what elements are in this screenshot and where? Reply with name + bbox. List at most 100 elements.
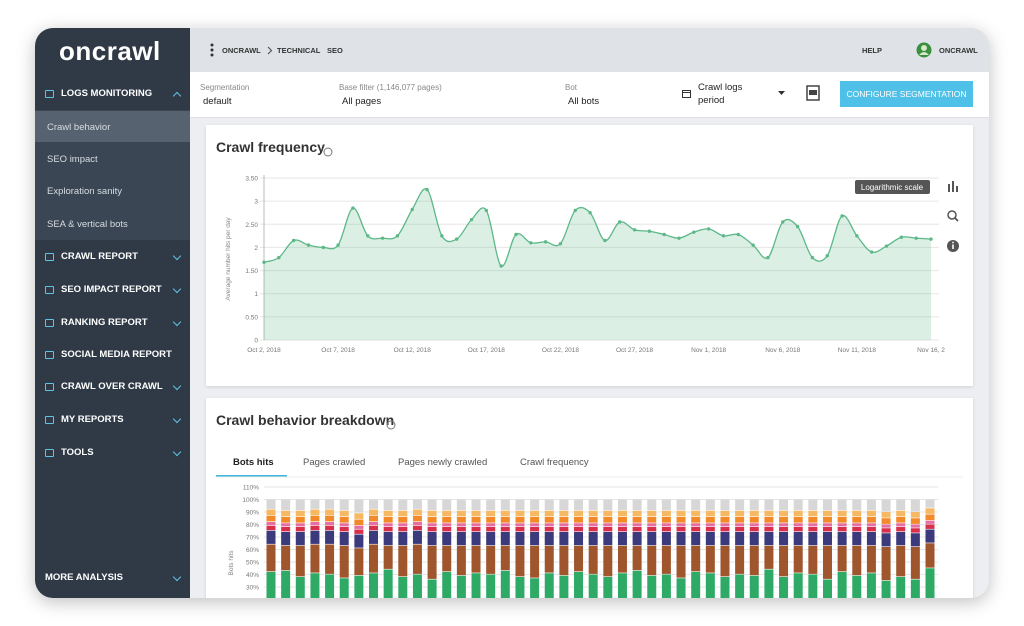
bar-segment (559, 517, 569, 523)
point (736, 232, 741, 237)
bar-segment (471, 510, 481, 517)
tab[interactable]: Pages crawled (303, 457, 365, 468)
bar-segment (676, 527, 686, 532)
nav-section[interactable]: LOGS MONITORING (35, 84, 190, 104)
nav-section[interactable]: MY REPORTS (35, 410, 190, 430)
tab[interactable]: Pages newly crawled (398, 457, 487, 468)
bar-segment (574, 527, 584, 532)
point (558, 242, 563, 246)
logo[interactable]: oncrawl (59, 36, 161, 66)
point (618, 220, 622, 224)
bar-segment (925, 543, 935, 568)
filter-value[interactable]: default (203, 96, 232, 107)
bar-segment (398, 499, 408, 511)
nav-item[interactable]: SEO impact (47, 154, 98, 165)
breadcrumb[interactable]: SEO (327, 46, 343, 55)
point (766, 255, 770, 260)
bar-segment (442, 510, 452, 517)
nav-section[interactable]: CRAWL OVER CRAWL (35, 377, 190, 397)
bar-segment (881, 524, 891, 528)
filter-bar: Segmentation default Base filter (1,146,… (190, 72, 989, 118)
bar-segment (705, 545, 715, 573)
info-icon[interactable] (947, 240, 959, 252)
bar-segment (486, 517, 496, 523)
bar-segment (661, 527, 671, 532)
bar-segment (793, 532, 803, 546)
bar-segment (310, 544, 320, 573)
x-tick-label: Oct 12, 2018 (394, 347, 432, 354)
breadcrumb[interactable]: ONCRAWL (222, 46, 261, 55)
configure-button[interactable]: CONFIGURE SEGMENTATION (840, 81, 973, 107)
bar-segment (559, 532, 569, 546)
nav-section[interactable]: CRAWL REPORT (35, 247, 190, 267)
bar-segment (910, 528, 920, 533)
bar-segment (515, 545, 525, 577)
point (825, 254, 829, 258)
bar-segment (866, 545, 876, 573)
x-tick-label: Oct 2, 2018 (247, 347, 281, 354)
bar-segment (369, 509, 379, 516)
bar-segment (735, 545, 745, 574)
bar-segment (427, 532, 437, 546)
bar-segment (881, 518, 891, 524)
bar-segment (530, 527, 540, 532)
nav-item[interactable]: SEA & vertical bots (47, 219, 128, 230)
bar-segment (661, 545, 671, 574)
nav-section[interactable]: RANKING REPORT (35, 313, 190, 333)
bar-segment (325, 544, 335, 574)
bar-segment (412, 509, 422, 516)
bar-segment (383, 569, 393, 598)
bar-segment (779, 523, 789, 527)
bar-segment (808, 510, 818, 517)
bar-segment (369, 499, 379, 509)
point (781, 220, 785, 224)
bar-segment (632, 532, 642, 546)
bar-segment (295, 532, 305, 546)
user-name[interactable]: ONCRAWL (939, 46, 978, 55)
help-link[interactable]: HELP (862, 46, 883, 55)
bar-segment (486, 527, 496, 532)
help-icon[interactable] (323, 147, 333, 157)
bar-segment (705, 517, 715, 523)
nav-section[interactable]: SOCIAL MEDIA REPORT (35, 345, 190, 365)
help-icon[interactable] (386, 420, 396, 430)
area (264, 188, 931, 340)
bar-segment (456, 523, 466, 527)
bar-segment (632, 499, 642, 511)
point (514, 232, 518, 237)
filter-value[interactable]: All pages (342, 96, 382, 107)
zoom-icon[interactable] (947, 210, 959, 222)
bar-segment (676, 523, 686, 527)
active-item-bg (35, 111, 190, 142)
bar-segment (544, 499, 554, 511)
bar-segment (735, 532, 745, 546)
menu-dots[interactable] (210, 43, 214, 57)
bar-segment (354, 575, 364, 598)
bar-segment (617, 573, 627, 598)
dropdown-arrow[interactable] (778, 91, 785, 96)
filter-value[interactable]: All bots (568, 96, 600, 107)
bar-segment (383, 545, 393, 569)
nav-section[interactable]: SEO IMPACT REPORT (35, 280, 190, 300)
chart-type-icon[interactable] (948, 181, 958, 192)
nav-item[interactable]: Exploration sanity (47, 186, 122, 197)
breadcrumb[interactable]: TECHNICAL (277, 46, 321, 55)
bar-segment (822, 499, 832, 511)
point (810, 255, 815, 260)
bar-segment (325, 499, 335, 509)
y-tick-label: 80% (246, 522, 259, 529)
pdf-icon[interactable] (806, 85, 820, 101)
nav-item[interactable]: Crawl behavior (47, 122, 111, 133)
bar-segment (647, 523, 657, 527)
tab[interactable]: Crawl frequency (520, 457, 589, 468)
bar-segment (808, 574, 818, 598)
filter-label: Segmentation (200, 83, 250, 92)
nav-section[interactable]: TOOLS (35, 443, 190, 463)
avatar[interactable] (916, 42, 932, 58)
bar-segment (383, 517, 393, 523)
tab[interactable]: Bots hits (233, 457, 274, 468)
period-select[interactable]: Crawl logs period (698, 82, 743, 106)
bar-segment (852, 499, 862, 511)
x-tick-label: Nov 11, 2018 (838, 347, 877, 354)
nav-footer[interactable]: MORE ANALYSIS (35, 568, 190, 588)
